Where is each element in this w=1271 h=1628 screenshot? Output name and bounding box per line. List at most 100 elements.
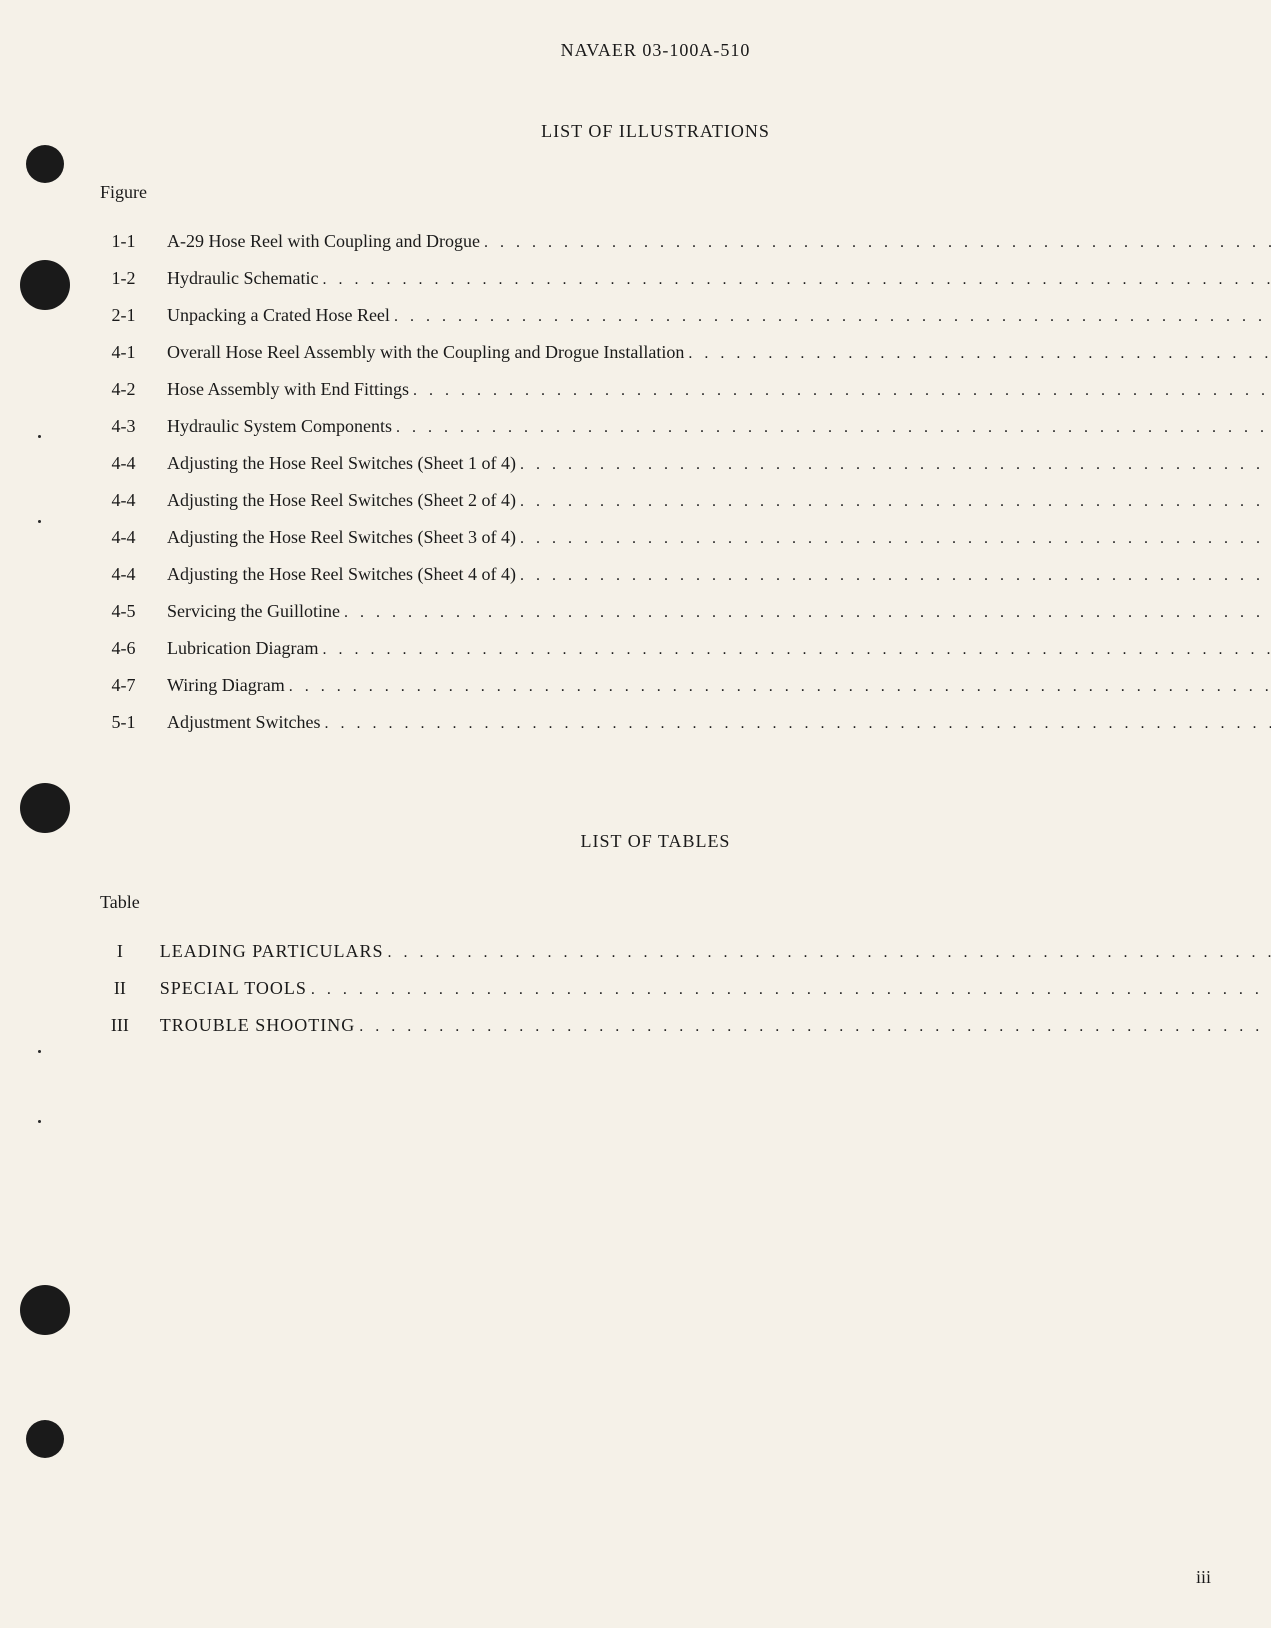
figure-number-cell: 4-4 — [100, 482, 147, 519]
entry-title: Adjustment Switches — [167, 712, 325, 733]
entry-title: Adjusting the Hose Reel Switches (Sheet … — [167, 527, 520, 548]
entry-title: Adjusting the Hose Reel Switches (Sheet … — [167, 453, 520, 474]
table-number-cell: II — [100, 970, 140, 1007]
page-number: iii — [1196, 1567, 1211, 1588]
entry-title: TROUBLE SHOOTING — [160, 1015, 360, 1036]
figure-number-cell: 5-1 — [100, 704, 147, 741]
punch-hole — [26, 1420, 64, 1458]
dot-leader: . . . . . . . . . . . . . . . . . . . . … — [311, 981, 1271, 999]
entry-title: Unpacking a Crated Hose Reel — [167, 305, 394, 326]
entry-title: Hydraulic System Components — [167, 416, 396, 437]
entry-title: Overall Hose Reel Assembly with the Coup… — [167, 342, 688, 363]
table-row: 4-4 Adjusting the Hose Reel Switches (She… — [100, 482, 1271, 519]
table-row: 4-4 Adjusting the Hose Reel Switches (She… — [100, 519, 1271, 556]
entry-title: A-29 Hose Reel with Coupling and Drogue — [167, 231, 484, 252]
entry-title: Adjusting the Hose Reel Switches (Sheet … — [167, 564, 520, 585]
title-cell: Unpacking a Crated Hose Reel. . . . . . … — [147, 297, 1271, 334]
title-cell: Overall Hose Reel Assembly with the Coup… — [147, 334, 1271, 371]
figure-number-cell: 4-3 — [100, 408, 147, 445]
table-row: 4-4 Adjusting the Hose Reel Switches (She… — [100, 445, 1271, 482]
table-row: 1-1A-29 Hose Reel with Coupling and Drog… — [100, 223, 1271, 260]
title-cell: Adjusting the Hose Reel Switches (Sheet … — [147, 482, 1271, 519]
illustrations-section-title: LIST OF ILLUSTRATIONS — [100, 121, 1211, 142]
title-cell: SPECIAL TOOLS. . . . . . . . . . . . . .… — [140, 970, 1271, 1007]
dot-leader: . . . . . . . . . . . . . . . . . . . . … — [344, 604, 1271, 622]
entry-title: Wiring Diagram — [167, 675, 289, 696]
dot-leader: . . . . . . . . . . . . . . . . . . . . … — [359, 1018, 1271, 1036]
table-row: 1-2Hydraulic Schematic. . . . . . . . . … — [100, 260, 1271, 297]
title-cell: TROUBLE SHOOTING. . . . . . . . . . . . … — [140, 1007, 1271, 1044]
title-cell: Lubrication Diagram. . . . . . . . . . .… — [147, 630, 1271, 667]
title-cell: Hydraulic Schematic. . . . . . . . . . .… — [147, 260, 1271, 297]
title-cell: Adjusting the Hose Reel Switches (Sheet … — [147, 445, 1271, 482]
table-column-header: Table — [100, 892, 140, 933]
title-column-header: Title — [147, 182, 1271, 223]
figure-column-header: Figure — [100, 182, 147, 223]
entry-title: Servicing the Guillotine — [167, 601, 344, 622]
figure-number-cell: 4-4 — [100, 556, 147, 593]
table-row: 2-1Unpacking a Crated Hose Reel. . . . .… — [100, 297, 1271, 334]
figure-number-cell: 4-1 — [100, 334, 147, 371]
table-row: ILEADING PARTICULARS. . . . . . . . . . … — [100, 933, 1271, 970]
table-row: 4-5Servicing the Guillotine. . . . . . .… — [100, 593, 1271, 630]
table-row: 4-4 Adjusting the Hose Reel Switches (She… — [100, 556, 1271, 593]
figure-number-cell: 2-1 — [100, 297, 147, 334]
figure-number-cell: 1-1 — [100, 223, 147, 260]
figure-number-cell: 4-4 — [100, 519, 147, 556]
table-row: 4-1 Overall Hose Reel Assembly with the C… — [100, 334, 1271, 371]
speck — [38, 520, 41, 523]
title-cell: A-29 Hose Reel with Coupling and Drogue.… — [147, 223, 1271, 260]
title-cell: Adjusting the Hose Reel Switches (Sheet … — [147, 519, 1271, 556]
figure-number-cell: 4-7 — [100, 667, 147, 704]
punch-hole — [20, 783, 70, 833]
table-header-row: Figure Title Page — [100, 182, 1271, 223]
dot-leader: . . . . . . . . . . . . . . . . . . . . … — [289, 678, 1271, 696]
entry-title: Hydraulic Schematic — [167, 268, 322, 289]
dot-leader: . . . . . . . . . . . . . . . . . . . . … — [484, 234, 1271, 252]
entry-title: Hose Assembly with End Fittings — [167, 379, 413, 400]
entry-title: Adjusting the Hose Reel Switches (Sheet … — [167, 490, 520, 511]
punch-hole — [20, 1285, 70, 1335]
speck — [38, 1050, 41, 1053]
title-cell: LEADING PARTICULARS. . . . . . . . . . .… — [140, 933, 1271, 970]
table-number-cell: I — [100, 933, 140, 970]
figure-number-cell: 4-2 — [100, 371, 147, 408]
dot-leader: . . . . . . . . . . . . . . . . . . . . … — [388, 944, 1271, 962]
dot-leader: . . . . . . . . . . . . . . . . . . . . … — [520, 530, 1271, 548]
speck — [38, 1120, 41, 1123]
document-page: NAVAER 03-100A-510 LIST OF ILLUSTRATIONS… — [0, 0, 1271, 1628]
illustrations-table: Figure Title Page 1-1A-29 Hose Reel with… — [100, 182, 1271, 741]
figure-number-cell: 1-2 — [100, 260, 147, 297]
dot-leader: . . . . . . . . . . . . . . . . . . . . … — [520, 456, 1271, 474]
title-cell: Hose Assembly with End Fittings. . . . .… — [147, 371, 1271, 408]
dot-leader: . . . . . . . . . . . . . . . . . . . . … — [394, 308, 1271, 326]
dot-leader: . . . . . . . . . . . . . . . . . . . . … — [396, 419, 1271, 437]
table-row: IISPECIAL TOOLS. . . . . . . . . . . . .… — [100, 970, 1271, 1007]
entry-title: SPECIAL TOOLS — [160, 978, 311, 999]
table-row: 5-1Adjustment Switches. . . . . . . . . … — [100, 704, 1271, 741]
table-row: 4-6Lubrication Diagram. . . . . . . . . … — [100, 630, 1271, 667]
dot-leader: . . . . . . . . . . . . . . . . . . . . … — [413, 382, 1271, 400]
table-row: IIITROUBLE SHOOTING. . . . . . . . . . .… — [100, 1007, 1271, 1044]
figure-number-cell: 4-4 — [100, 445, 147, 482]
dot-leader: . . . . . . . . . . . . . . . . . . . . … — [325, 715, 1271, 733]
table-row: 4-7Wiring Diagram. . . . . . . . . . . .… — [100, 667, 1271, 704]
title-cell: Adjusting the Hose Reel Switches (Sheet … — [147, 556, 1271, 593]
title-cell: Hydraulic System Components. . . . . . .… — [147, 408, 1271, 445]
tables-section: LIST OF TABLES Table ILEADING PARTICULAR… — [100, 831, 1211, 1044]
entry-title: Lubrication Diagram — [167, 638, 322, 659]
dot-leader: . . . . . . . . . . . . . . . . . . . . … — [520, 567, 1271, 585]
figure-number-cell: 4-6 — [100, 630, 147, 667]
punch-hole — [20, 260, 70, 310]
title-cell: Adjustment Switches. . . . . . . . . . .… — [147, 704, 1271, 741]
title-cell: Wiring Diagram. . . . . . . . . . . . . … — [147, 667, 1271, 704]
dot-leader: . . . . . . . . . . . . . . . . . . . . … — [322, 641, 1271, 659]
title-cell: Servicing the Guillotine. . . . . . . . … — [147, 593, 1271, 630]
speck — [38, 435, 41, 438]
dot-leader: . . . . . . . . . . . . . . . . . . . . … — [322, 271, 1271, 289]
dot-leader: . . . . . . . . . . . . . . . . . . . . … — [520, 493, 1271, 511]
entry-title: LEADING PARTICULARS — [160, 941, 388, 962]
table-number-cell: III — [100, 1007, 140, 1044]
tables-list-table: Table ILEADING PARTICULARS. . . . . . . … — [100, 892, 1271, 1044]
table-row: 4-3Hydraulic System Components. . . . . … — [100, 408, 1271, 445]
